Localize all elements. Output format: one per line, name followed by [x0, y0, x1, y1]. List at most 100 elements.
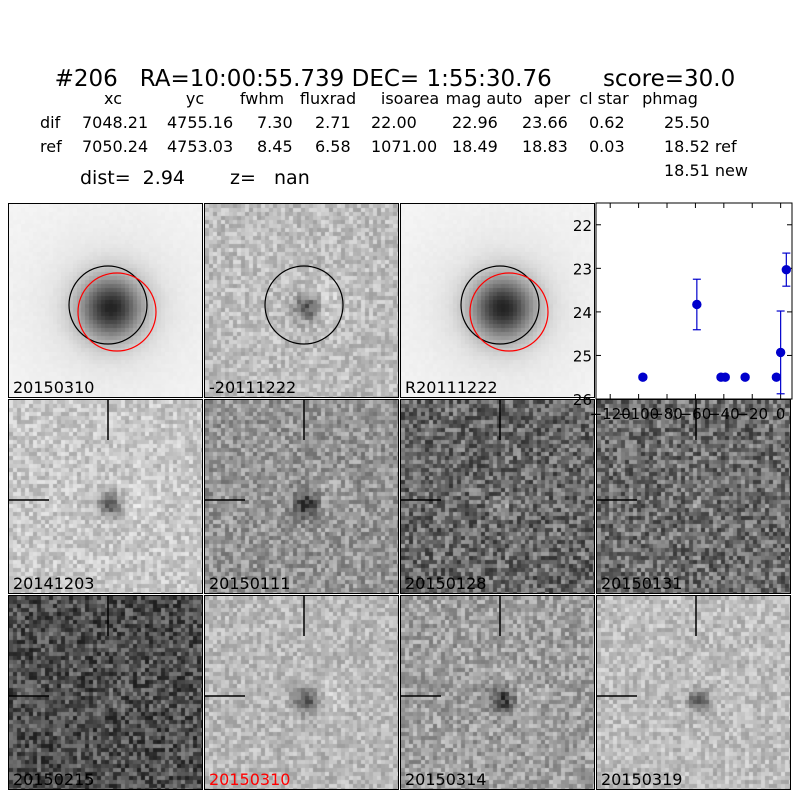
stamp-image	[205, 400, 398, 593]
dec-value: DEC= 1:55:30.76	[351, 66, 552, 92]
x-tick-label: −40	[708, 405, 740, 423]
stamp-date-label: 20150310	[209, 770, 291, 789]
table-cell: 18.52 ref	[664, 137, 737, 156]
image-stamp: 20150111	[204, 399, 399, 594]
phmag-new: 18.51 new	[664, 161, 748, 180]
x-tick-label: −100	[618, 405, 659, 423]
stamp-image	[597, 596, 790, 789]
y-tick-label: 23	[573, 260, 592, 278]
stamp-overlay	[597, 596, 697, 697]
light-curve-panel: 22 23 24 25 26 −120 −100 −80 −60 −40 −20 0	[573, 202, 793, 423]
reference-aperture-circle	[68, 265, 148, 345]
upper-limit-point	[638, 372, 648, 382]
image-stamp: 20150310	[204, 595, 399, 790]
stamp-date-label: 20150310	[13, 378, 95, 397]
stamp-date-label: 20150111	[209, 574, 291, 593]
row-label: ref	[40, 137, 62, 156]
table-cell: 22.96	[452, 113, 498, 132]
stamp-overlay	[205, 596, 305, 697]
data-point	[781, 264, 792, 275]
stamp-date-label: 20150319	[601, 770, 683, 789]
table-cell: 25.50	[664, 113, 710, 132]
redshift-text: z= nan	[230, 167, 310, 189]
column-header: phmag	[642, 89, 698, 108]
stamp-date-label: 20150215	[13, 770, 95, 789]
stamp-date-label: -20111222	[209, 378, 297, 397]
table-cell: 8.45	[257, 137, 293, 156]
table-cell: 4753.03	[167, 137, 234, 156]
column-header: fluxrad	[299, 89, 357, 108]
table-cell: 1071.00	[371, 137, 438, 156]
stamp-date-label: 20150128	[405, 574, 487, 593]
table-cell: 4755.16	[167, 113, 234, 132]
stamp-date-label: R20111222	[405, 378, 498, 397]
column-header: yc	[185, 89, 205, 108]
image-stamp: 20150128	[400, 399, 595, 594]
image-stamp: 20150310	[8, 203, 203, 398]
stamp-date-label: 20141203	[13, 574, 95, 593]
stamp-date-label: 20150131	[601, 574, 683, 593]
y-tick-label: 22	[573, 217, 592, 235]
stamp-overlay	[401, 400, 501, 501]
candidate-title: #206 RA=10:00:55.739 DEC= 1:55:30.76 sco…	[40, 40, 736, 92]
column-header: aper	[533, 89, 571, 108]
column-header: xc	[104, 89, 122, 108]
table-cell: 7.30	[257, 113, 293, 132]
upper-limit-point	[771, 372, 782, 382]
upper-limit-point	[720, 372, 730, 382]
table-cell: 23.66	[522, 113, 568, 132]
stamp-image	[9, 400, 202, 593]
stamp-image	[205, 596, 398, 789]
image-stamp: R20111222	[400, 203, 595, 398]
stamp-overlay	[460, 265, 549, 352]
stamp-image	[205, 204, 398, 397]
image-stamp: 20150215	[8, 595, 203, 790]
detection-aperture-circle	[77, 272, 157, 352]
detection-aperture-circle	[469, 272, 549, 352]
stamp-overlay	[205, 400, 305, 501]
stamp-image	[9, 596, 202, 789]
column-header: mag auto	[445, 89, 523, 108]
candidate-id: #206	[54, 66, 118, 92]
image-stamp: -20111222	[204, 203, 399, 398]
column-header: cl star	[579, 89, 629, 108]
column-header: fwhm	[239, 89, 285, 108]
table-cell: 2.71	[315, 113, 351, 132]
stamp-overlay	[68, 265, 157, 352]
dist-text: dist= 2.94	[80, 167, 185, 189]
upper-limit-point	[740, 372, 750, 382]
stamp-image	[401, 400, 594, 593]
y-tick-label: 24	[573, 304, 592, 322]
image-stamp: 20150314	[400, 595, 595, 790]
data-point	[775, 347, 786, 358]
table-cell: 7050.24	[82, 137, 149, 156]
y-tick-label: 26	[573, 391, 592, 409]
stamp-overlay	[597, 400, 697, 501]
stamp-image	[597, 400, 790, 593]
image-stamp: 20150131	[596, 399, 791, 594]
stamp-overlay	[9, 400, 109, 501]
x-tick-label: −20	[736, 405, 768, 423]
data-point	[692, 299, 702, 310]
stamp-image	[9, 204, 202, 397]
table-cell: 6.58	[315, 137, 351, 156]
x-tick-label: −80	[651, 405, 683, 423]
stamp-overlay	[264, 265, 344, 345]
table-cell: 0.62	[589, 113, 625, 132]
stamp-image	[401, 204, 594, 397]
stamp-overlay	[9, 596, 109, 697]
y-tick-label: 25	[573, 347, 592, 365]
image-stamp: 20141203	[8, 399, 203, 594]
reference-aperture-circle	[264, 265, 344, 345]
light-curve-chart: 22 23 24 25 26−120−100−80−60−40−20 0	[573, 202, 793, 423]
x-tick-label: 0	[776, 405, 786, 423]
score-value: score=30.0	[602, 66, 736, 92]
row-label: dif	[40, 113, 61, 132]
stamp-date-label: 20150314	[405, 770, 487, 789]
stamp-image	[401, 596, 594, 789]
table-cell: 7048.21	[82, 113, 149, 132]
ra-value: RA=10:00:55.739	[139, 66, 345, 92]
column-header: isoarea	[380, 89, 440, 108]
table-cell: 18.49	[452, 137, 498, 156]
x-tick-label: −120	[590, 405, 631, 423]
